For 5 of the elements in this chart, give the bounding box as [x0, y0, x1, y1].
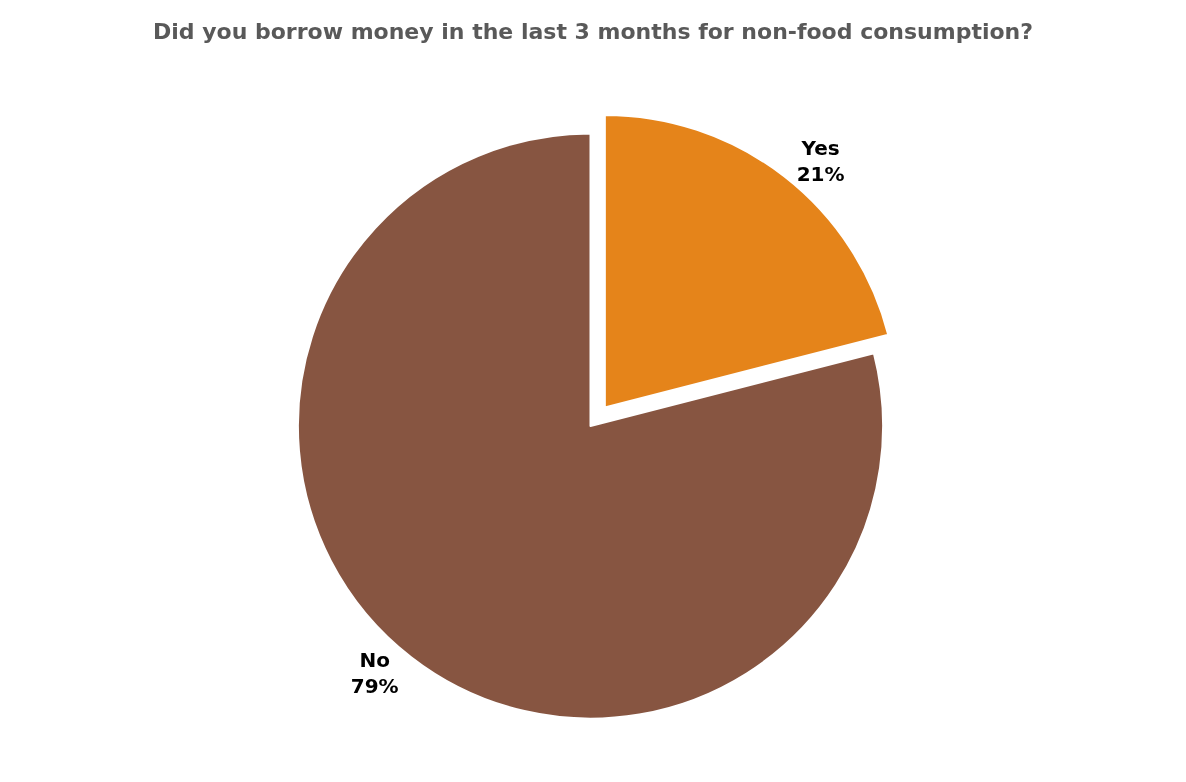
- slice-label: No: [359, 647, 390, 672]
- data-label: 79%: [350, 673, 399, 698]
- chart-title: Did you borrow money in the last 3 months for non-food consumption?: [153, 18, 1033, 44]
- data-label: 21%: [796, 161, 845, 186]
- slice-label: Yes: [800, 135, 840, 160]
